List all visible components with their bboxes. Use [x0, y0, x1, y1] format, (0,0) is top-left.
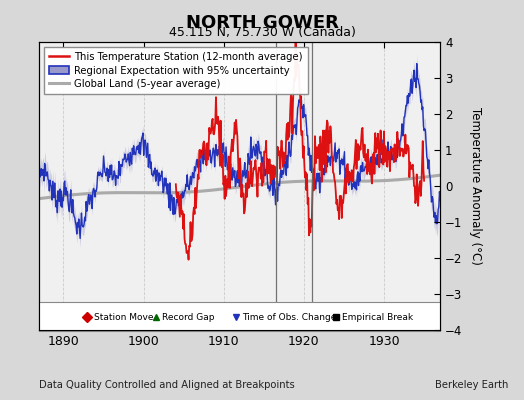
Text: Empirical Break: Empirical Break: [342, 313, 413, 322]
Text: Record Gap: Record Gap: [162, 313, 214, 322]
Legend: This Temperature Station (12-month average), Regional Expectation with 95% uncer: This Temperature Station (12-month avera…: [45, 47, 308, 94]
Text: Data Quality Controlled and Aligned at Breakpoints: Data Quality Controlled and Aligned at B…: [39, 380, 295, 390]
Text: Time of Obs. Change: Time of Obs. Change: [242, 313, 336, 322]
Y-axis label: Temperature Anomaly (°C): Temperature Anomaly (°C): [469, 107, 482, 265]
Bar: [39, 302, 440, 331]
Text: NORTH GOWER: NORTH GOWER: [185, 14, 339, 32]
Text: Station Move: Station Move: [94, 313, 154, 322]
Text: Berkeley Earth: Berkeley Earth: [435, 380, 508, 390]
Text: 45.115 N, 75.730 W (Canada): 45.115 N, 75.730 W (Canada): [169, 26, 355, 39]
